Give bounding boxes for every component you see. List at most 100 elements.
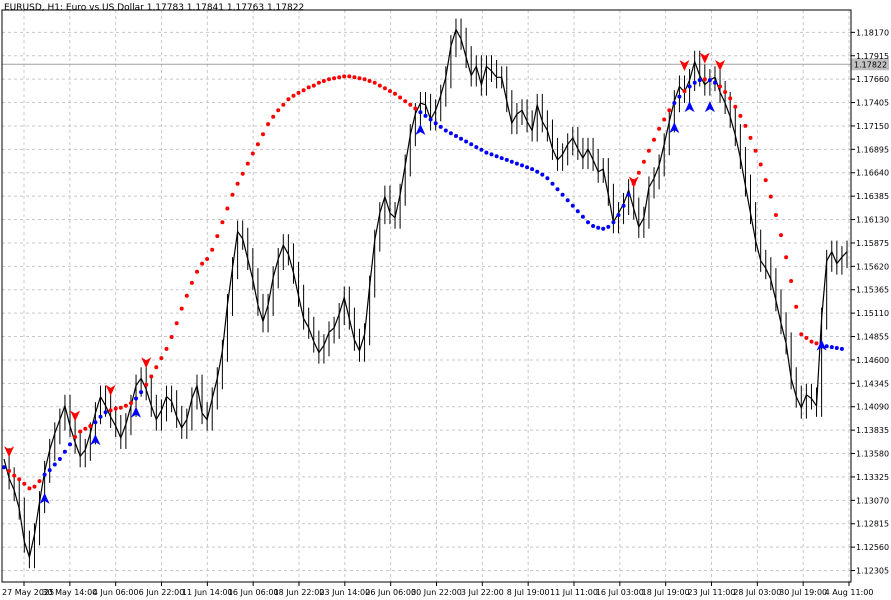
y-tick-label: 1.15620 [856, 262, 889, 271]
trail-dot-red [164, 346, 169, 351]
trail-dot-red [78, 429, 83, 434]
y-tick-label: 1.17150 [856, 122, 889, 131]
trail-dot-red [388, 89, 392, 94]
trail-dot-red [702, 77, 707, 82]
trail-dot-red [779, 233, 783, 238]
trail-dot-red [804, 335, 809, 340]
trail-dot-red [17, 477, 22, 482]
trail-dot-blue [713, 80, 717, 85]
trail-dot-red [205, 257, 210, 261]
trail-dot-red [149, 374, 154, 379]
trail-dot-blue [418, 110, 423, 115]
trail-dot-red [662, 117, 667, 122]
trail-dot-red [682, 89, 687, 94]
trail-dot-blue [697, 78, 702, 83]
trail-dot-red [784, 255, 789, 260]
trail-dot-red [367, 79, 372, 83]
ohlc-values: 1.17783 1.17841 1.17763 1.17822 [146, 3, 305, 13]
buy-arrow-icon [415, 124, 426, 136]
trail-dot-red [88, 424, 93, 428]
trail-dot-blue [134, 396, 138, 401]
trail-dot-blue [443, 128, 448, 133]
x-tick-label: 30 Jul 19:00 [779, 588, 827, 597]
trail-dot-red [809, 339, 814, 344]
trail-dot-red [235, 181, 240, 186]
trail-dot-blue [47, 468, 52, 473]
x-tick-label: 11 Jun 14:00 [182, 588, 233, 597]
y-tick-label: 1.17660 [856, 75, 889, 84]
trail-dot-red [723, 90, 728, 94]
trail-dot-blue [545, 176, 550, 181]
trail-dot-blue [98, 414, 103, 419]
trail-dot-blue [438, 124, 443, 129]
trail-dot-red [733, 104, 738, 109]
price-series [3, 18, 848, 569]
y-tick-label: 1.14600 [856, 356, 889, 365]
trail-dot-red [738, 113, 743, 118]
trail-dot-blue [52, 462, 57, 467]
trail-dot-blue [555, 187, 560, 192]
trail-dot-red [118, 405, 123, 410]
trail-dot-blue [626, 192, 631, 197]
x-tick-label: 23 Jun 14:00 [319, 588, 370, 597]
trail-dot-blue [103, 410, 108, 415]
y-tick-label: 1.18170 [856, 28, 889, 37]
trail-dot-blue [57, 457, 62, 461]
trail-dot-red [261, 132, 265, 137]
sell-arrow-icon [70, 410, 81, 422]
trail-dot-blue [611, 220, 616, 225]
trail-dot-blue [525, 165, 530, 170]
trail-dot-red [73, 435, 78, 439]
trailing-stop-dots [2, 74, 844, 491]
price-tag-label: 1.17822 [854, 60, 887, 69]
trail-dot-blue [829, 345, 834, 350]
trail-dot-red [758, 162, 763, 167]
trail-dot-blue [707, 78, 712, 83]
y-tick-label: 1.12560 [856, 543, 889, 552]
trail-dot-blue [459, 136, 463, 141]
trail-dot-blue [834, 346, 839, 350]
y-tick-label: 1.17405 [856, 99, 889, 108]
y-tick-label: 1.15365 [856, 286, 889, 295]
trail-dot-red [306, 85, 311, 90]
trail-dot-red [83, 426, 88, 431]
trail-dot-blue [509, 159, 514, 164]
trail-dot-blue [530, 167, 535, 172]
trail-dot-red [362, 77, 367, 82]
trail-dot-red [296, 90, 301, 95]
trail-dot-red [113, 406, 118, 411]
buy-arrow-icon [816, 339, 827, 351]
trail-dot-blue [68, 442, 72, 447]
trail-dot-red [220, 220, 225, 225]
signal-arrows [4, 52, 827, 504]
trail-dot-blue [565, 198, 570, 203]
trail-dot-red [646, 148, 651, 153]
chart-header: EURUSD, H1: Euro vs US Dollar 1.17783 1.… [4, 3, 304, 13]
trail-dot-blue [504, 157, 509, 162]
y-tick-label: 1.14090 [856, 403, 889, 412]
sell-arrow-icon [141, 357, 152, 369]
current-price-line: 1.17822 [2, 58, 889, 71]
trail-dot-red [200, 261, 205, 266]
trail-dot-red [255, 142, 260, 147]
trail-dot-red [636, 170, 641, 175]
trail-dot-red [169, 335, 174, 339]
y-tick-label: 1.13070 [856, 496, 889, 505]
trail-dot-blue [687, 84, 692, 89]
x-tick-label: 28 Jul 03:00 [733, 588, 781, 597]
trail-dot-blue [448, 131, 453, 136]
trail-dot-blue [606, 224, 611, 229]
trail-dot-red [286, 97, 291, 102]
trail-dot-red [332, 76, 337, 81]
trail-dot-red [179, 306, 184, 311]
trail-dot-red [159, 356, 164, 361]
buy-arrow-icon [39, 492, 50, 504]
y-tick-label: 1.16895 [856, 145, 889, 154]
trail-dot-red [215, 234, 220, 239]
trail-dot-red [789, 279, 794, 283]
trail-dot-red [652, 137, 656, 142]
trail-dot-red [32, 484, 37, 489]
x-tick-label: 27 May 2025 [2, 588, 54, 597]
grid [2, 10, 851, 582]
